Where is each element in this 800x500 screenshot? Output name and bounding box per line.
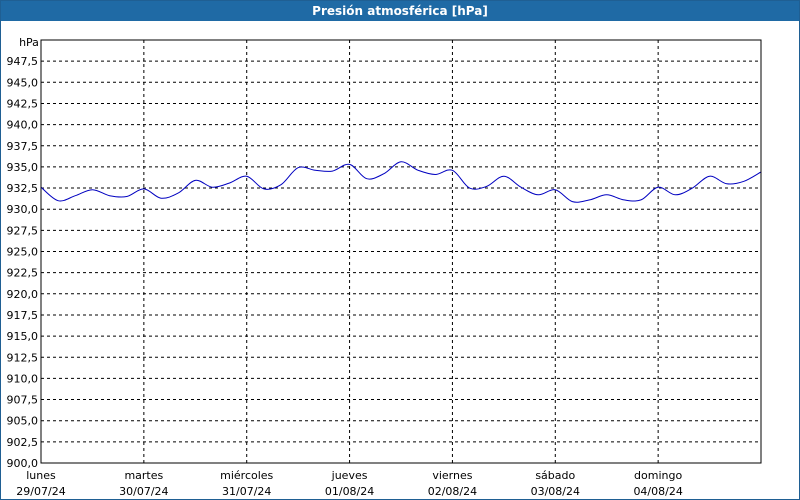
x-tick-date: 02/08/24	[428, 485, 477, 498]
window-title: Presión atmosférica [hPa]	[1, 1, 799, 21]
x-tick-day: lunes	[26, 469, 56, 482]
y-tick-label: 937,5	[7, 140, 39, 153]
y-tick-label: 930,0	[7, 203, 39, 216]
y-tick-label: 935,0	[7, 161, 39, 174]
x-tick-date: 04/08/24	[633, 485, 682, 498]
y-tick-label: 902,5	[7, 436, 39, 449]
x-tick-day: sábado	[535, 469, 575, 482]
x-tick-date: 03/08/24	[531, 485, 580, 498]
x-tick-date: 29/07/24	[16, 485, 65, 498]
y-tick-label: 932,5	[7, 182, 39, 195]
y-tick-label: 940,0	[7, 119, 39, 132]
x-tick-date: 31/07/24	[222, 485, 271, 498]
y-tick-label: 905,0	[7, 415, 39, 428]
x-tick-day: martes	[124, 469, 163, 482]
y-tick-labels: 947,5 945,0 942,5 940,0 937,5 935,0 932,5 930,0…	[7, 55, 39, 470]
y-tick-label: 907,5	[7, 394, 39, 407]
y-tick-label: 942,5	[7, 97, 39, 110]
x-tick-date: 01/08/24	[325, 485, 374, 498]
x-tick-date: 30/07/24	[119, 485, 168, 498]
series-line-pressure	[40, 161, 762, 203]
y-tick-label: 947,5	[7, 55, 39, 68]
y-tick-label: 912,5	[7, 351, 39, 364]
x-tick-day: jueves	[331, 469, 368, 482]
y-tick-label: 915,0	[7, 330, 39, 343]
y-tick-label: 920,0	[7, 288, 39, 301]
y-tick-label: 922,5	[7, 267, 39, 280]
x-tick-day: miércoles	[220, 469, 273, 482]
x-tick-day: domingo	[634, 469, 682, 482]
plot-frame	[40, 39, 762, 464]
y-tick-label: 927,5	[7, 224, 39, 237]
y-tick-label: 910,0	[7, 372, 39, 385]
y-axis-label: hPa	[19, 36, 39, 49]
grid-lines	[41, 40, 761, 463]
y-tick-label: 945,0	[7, 76, 39, 89]
pressure-chart: 947,5 945,0 942,5 940,0 937,5 935,0 932,5 930,0…	[7, 36, 762, 498]
y-tick-label: 925,0	[7, 246, 39, 259]
x-tick-labels: lunes 29/07/24 martes 30/07/24 miércoles 31/0…	[16, 469, 683, 498]
x-tick-day: viernes	[432, 469, 472, 482]
y-tick-label: 917,5	[7, 309, 39, 322]
y-tick-label: 900,0	[7, 457, 39, 470]
